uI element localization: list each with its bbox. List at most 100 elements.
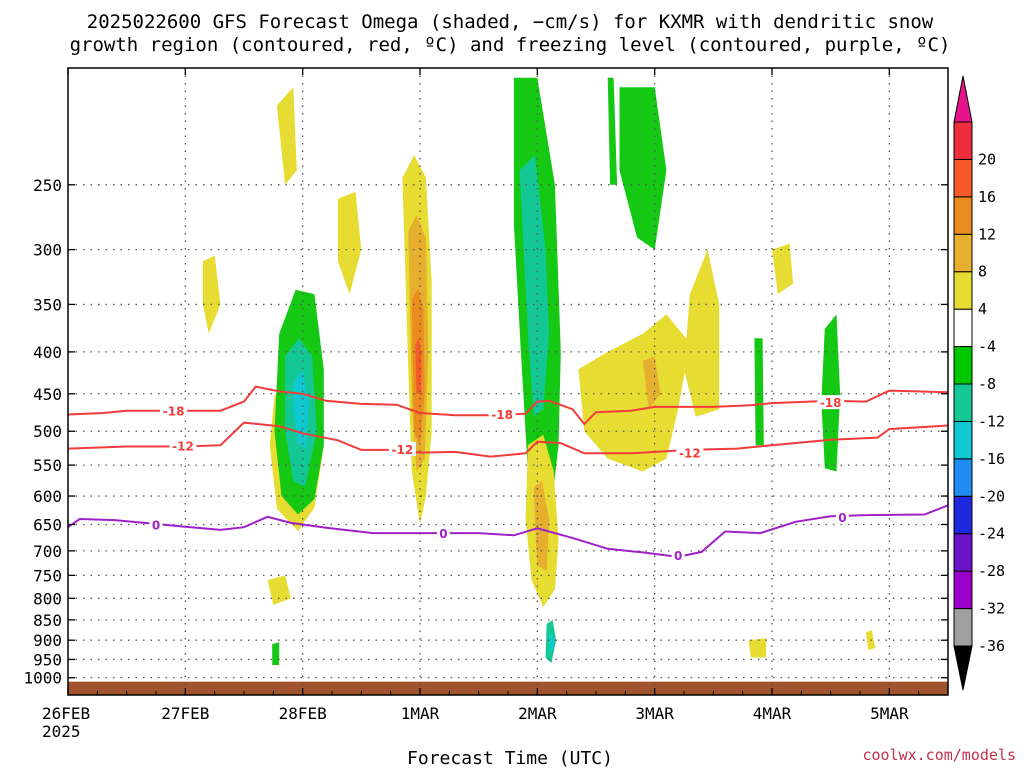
colorbar-band [953,570,973,610]
y-tick-label: 250 [33,176,62,195]
y-tick-label: 450 [33,385,62,404]
y-tick-label: 1000 [23,669,62,688]
contour-label-bg [149,517,163,532]
colorbar-band [953,420,973,460]
y-tick-label: 850 [33,611,62,630]
colorbar-tick-label: -12 [978,412,1005,430]
x-tick-label: 27FEB [161,704,209,723]
colorbar-band [953,608,973,647]
contour-label-bg [676,445,704,460]
y-tick-label: 950 [33,650,62,669]
y-tick-label: 750 [33,566,62,585]
omega-region-22 [337,191,362,295]
colorbar-tick-label: 20 [978,150,996,168]
contour-label: 0 [152,519,160,533]
ground-fill [68,681,948,695]
y-tick-label: 350 [33,295,62,314]
omega-shading [202,77,876,665]
omega-region-16 [821,314,841,472]
x-tick-label: 26FEB [42,704,90,723]
contour-lines: -18 -18 -18 -12 -12 -12 0 0 0 0 [68,385,948,563]
contour-label: -18 [491,408,513,422]
colorbar-tick-label: -36 [978,637,1005,655]
colorbar-tick-label: -24 [978,525,1005,543]
colorbar-band [953,533,973,572]
colorbar-band [953,158,973,198]
y-tick-label: 400 [33,343,62,362]
contour-label: -12 [172,440,194,454]
colorbar-band [953,233,973,273]
y-tick-label: 600 [33,487,62,506]
pressure-axis: 2503003504004505005506006507007508008509… [23,176,948,688]
omega-region-13 [684,249,720,417]
colorbar-tick-label: -20 [978,487,1005,505]
contour-label: -18 [163,404,185,418]
colorbar-tick-label: -16 [978,450,1005,468]
colorbar-band [953,121,973,160]
contour-label-bg [835,509,849,524]
x-tick-label: 1MAR [401,704,440,723]
colorbar-tick-label: 16 [978,188,996,206]
y-tick-label: 500 [33,422,62,441]
chart-title-line2: growth region (contoured, red, ºC) and f… [70,34,951,56]
contour-label: 0 [838,511,846,525]
colorbar-tick-label: -8 [978,375,996,393]
colorbar-band-min [953,645,973,691]
contour-label-bg [817,395,845,410]
colorbar-band [953,383,973,422]
contour-label-bg [388,441,416,456]
colorbar-band [953,495,973,535]
omega-region-3 [293,370,309,449]
y-tick-label: 800 [33,589,62,608]
omega-region-15 [619,87,667,250]
contour-label-bg [436,526,450,541]
ground-strip [68,681,948,695]
colorbar-band [953,346,973,385]
contour-label-bg [488,407,516,422]
contour-label: -12 [392,443,414,457]
contour-label: -18 [820,396,842,410]
omega-region-21 [202,255,221,334]
colorbar-band [953,196,973,235]
colorbar-band [953,458,973,497]
y-tick-label: 700 [33,542,62,561]
contour-label: 0 [439,527,447,541]
contour-dgz-1 [68,421,948,458]
contour-freezing-2 [68,504,948,558]
omega-region-14 [642,356,661,410]
omega-region-27 [748,638,767,658]
credit-text: coolwx.com/models [862,746,1016,764]
y-tick-label: 900 [33,631,62,650]
contour-label-bg [160,403,188,418]
x-tick-label: 28FEB [279,704,327,723]
x-axis-title: Forecast Time (UTC) [407,748,613,768]
colorbar-band [953,308,973,348]
colorbar-band [953,271,973,310]
y-tick-label: 300 [33,241,62,260]
x-tick-label: 4MAR [753,704,792,723]
omega-region-19 [754,338,764,446]
omega-region-24 [772,243,794,295]
contour-label-bg [671,547,685,562]
contour-label: -12 [679,446,701,460]
y-tick-label: 650 [33,515,62,534]
colorbar-tick-label: 4 [978,300,987,318]
omega-region-20 [607,77,618,185]
colorbar-tick-label: 12 [978,225,996,243]
omega-region-12 [578,314,690,472]
grid-lines [68,68,948,695]
colorbar-tick-label: -32 [978,600,1005,618]
x-tick-label: 5MAR [870,704,909,723]
y-tick-label: 550 [33,456,62,475]
contour-label: 0 [674,549,682,563]
colorbar-band-max [953,75,973,123]
omega-region-23 [276,87,297,185]
colorbar: -36 -32 -28 -24 -20 -16 -12 -8 -4 4 8 12 16 20 [953,75,1005,691]
colorbar-tick-label: 8 [978,263,987,281]
omega-region-25 [267,575,291,605]
plot-frame [67,67,949,696]
omega-region-18 [549,634,554,654]
omega-region-28 [272,642,280,665]
